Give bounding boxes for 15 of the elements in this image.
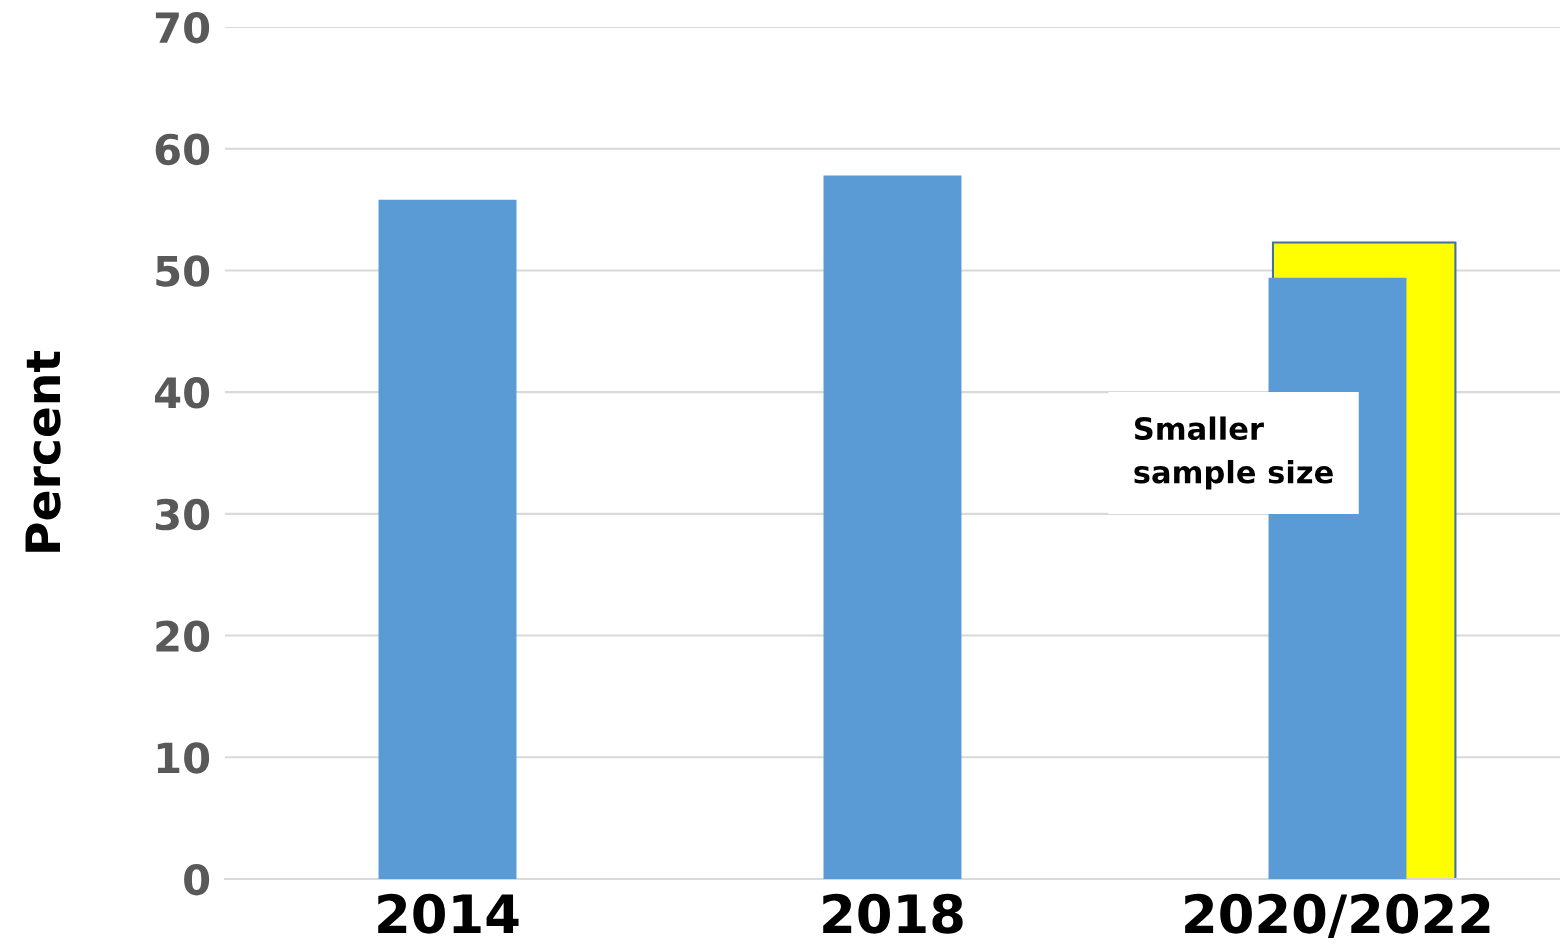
bar — [378, 199, 517, 879]
y-tick-label: 70 — [155, 11, 210, 44]
y-tick-label: 60 — [155, 133, 210, 166]
y-tick-label: 10 — [157, 742, 210, 774]
x-tick-label: 2020/2022 — [1185, 893, 1490, 938]
y-tick-label: 0 — [184, 863, 210, 896]
annotation: Smaller sample size — [1134, 416, 1333, 490]
y-tick-label: 40 — [155, 377, 210, 409]
y-tick-label: 50 — [156, 255, 210, 287]
y-axis-title: Percent — [25, 351, 61, 552]
y-tick-label: 30 — [155, 498, 210, 531]
y-tick-label: 20 — [156, 620, 210, 652]
x-tick-label: 2014 — [378, 893, 519, 934]
bar — [823, 175, 962, 879]
x-tick-label: 2018 — [823, 893, 963, 934]
